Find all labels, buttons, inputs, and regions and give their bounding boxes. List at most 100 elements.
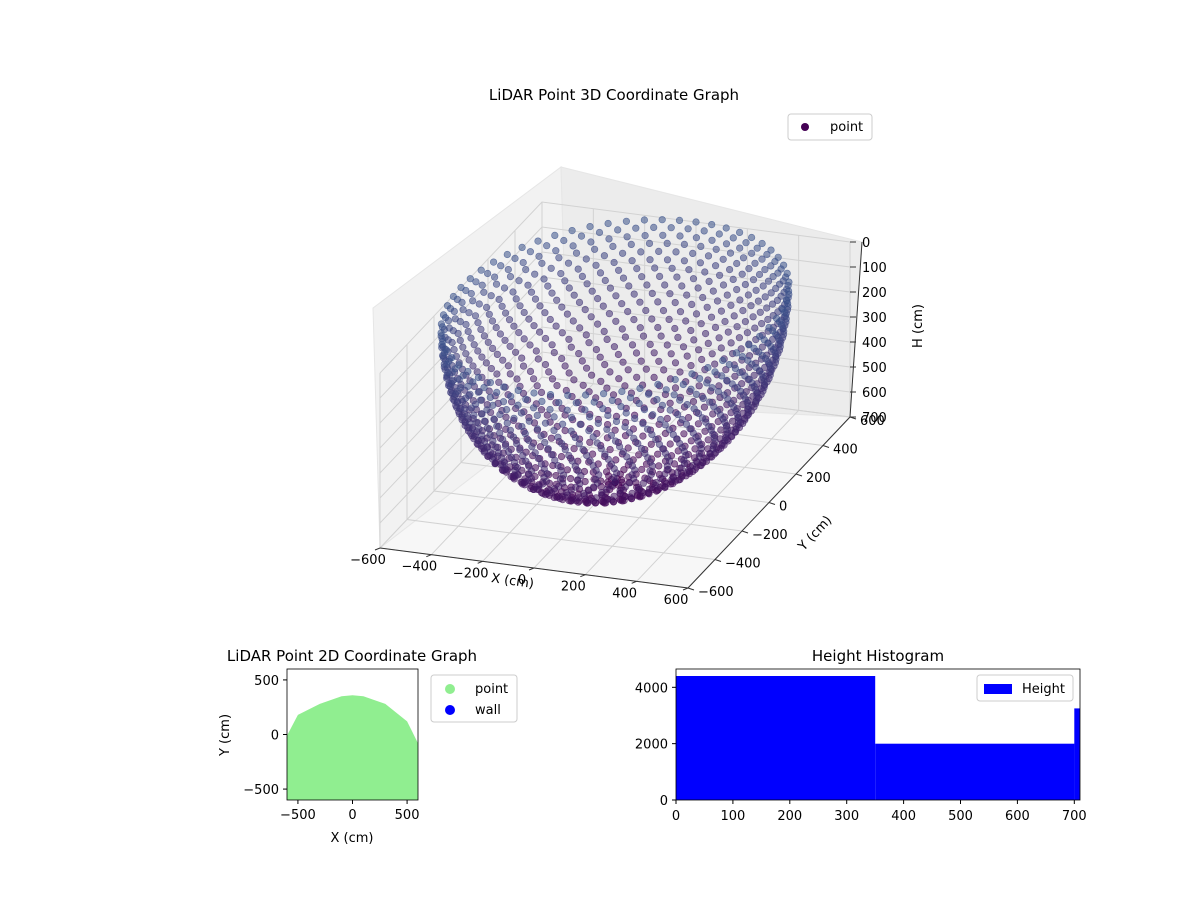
point-3d	[698, 355, 706, 364]
point-3d	[469, 362, 477, 370]
point-3d	[462, 320, 470, 329]
point-3d	[755, 270, 764, 279]
point-3d	[541, 438, 549, 447]
point-3d	[512, 295, 520, 303]
point-3d	[678, 415, 686, 424]
point-3d	[563, 310, 572, 318]
point-3d	[747, 302, 755, 310]
point-3d	[633, 265, 641, 273]
point-3d	[658, 401, 667, 409]
point-3d	[477, 325, 485, 334]
point-3d	[769, 273, 777, 281]
point-3d	[579, 381, 587, 389]
point-3d	[651, 264, 659, 272]
point-3d	[718, 372, 726, 380]
point-3d	[699, 293, 707, 302]
z-tick-3d-label-5: 500	[862, 361, 887, 376]
point-3d	[649, 411, 657, 419]
point-3d	[767, 262, 775, 270]
point-3d	[551, 231, 559, 239]
point-3d	[504, 362, 513, 370]
point-3d	[480, 384, 488, 392]
point-3d	[467, 334, 475, 342]
point-3d	[541, 309, 549, 317]
point-3d	[654, 380, 662, 389]
point-3d	[532, 347, 540, 355]
point-3d	[463, 412, 471, 420]
point-3d	[505, 448, 513, 456]
point-3d	[610, 492, 618, 500]
point-3d	[661, 421, 669, 429]
y-tick-3d-label-1: −400	[725, 557, 761, 572]
point-3d	[535, 252, 543, 260]
point-3d	[736, 368, 744, 377]
point-3d	[631, 414, 639, 423]
point-3d	[471, 431, 479, 439]
point-3d	[637, 248, 645, 256]
point-3d	[672, 248, 680, 256]
point-3d	[486, 379, 495, 387]
point-3d	[484, 338, 492, 346]
point-3d	[671, 376, 679, 384]
point-3d	[537, 406, 546, 414]
point-3d	[733, 286, 741, 294]
point-3d	[575, 440, 583, 448]
point-3d	[471, 312, 480, 320]
point-3d	[708, 384, 716, 392]
y-tick-3d-label-0: −600	[698, 585, 734, 600]
point-3d	[483, 303, 491, 312]
point-3d	[524, 436, 533, 444]
x-tick-3d-label-6: 600	[664, 593, 689, 608]
point-3d	[764, 277, 773, 285]
point-3d	[696, 259, 705, 267]
point-3d	[555, 399, 563, 407]
point-3d	[655, 247, 663, 255]
point-3d	[657, 332, 665, 340]
point-3d	[557, 453, 566, 461]
point-3d	[763, 304, 771, 312]
point-3d	[589, 433, 597, 441]
point-3d	[600, 252, 609, 260]
point-3d	[583, 451, 591, 460]
point-3d	[630, 434, 638, 442]
point-3d	[506, 426, 515, 434]
y-tick-2d-label-0: −500	[243, 783, 279, 798]
point-3d	[593, 295, 602, 303]
point-3d	[464, 327, 472, 336]
point-3d	[743, 329, 752, 337]
point-3d	[544, 445, 552, 453]
point-3d	[765, 323, 773, 332]
y-tick-3d-mark-5	[822, 445, 830, 448]
point-3d	[692, 310, 701, 318]
point-3d	[506, 273, 515, 281]
point-3d	[636, 324, 644, 332]
point-3d	[578, 272, 587, 281]
point-3d	[514, 401, 522, 409]
point-3d	[688, 300, 696, 309]
point-3d	[603, 384, 611, 392]
point-3d	[753, 244, 761, 252]
point-3d	[560, 236, 568, 245]
y-tick-2d-label-1: 0	[271, 729, 279, 744]
point-3d	[524, 281, 532, 289]
point-3d	[749, 313, 757, 321]
point-3d	[484, 443, 492, 451]
point-3d	[704, 364, 712, 372]
point-3d	[541, 334, 550, 343]
point-3d	[474, 347, 482, 355]
point-3d	[607, 431, 616, 439]
point-3d	[680, 257, 689, 265]
point-3d	[516, 446, 524, 454]
point-3d	[785, 278, 793, 286]
point-3d	[692, 234, 701, 242]
point-3d	[618, 300, 626, 308]
point-3d	[652, 479, 660, 487]
point-3d	[554, 433, 562, 441]
point-3d	[752, 286, 760, 294]
point-3d	[531, 449, 539, 457]
point-3d	[569, 317, 577, 325]
point-3d	[739, 307, 747, 315]
point-3d	[708, 221, 716, 229]
histogram-bar-0	[676, 676, 876, 800]
chart-3d: LiDAR Point 3D Coordinate Graph −600 −400…	[350, 86, 926, 608]
